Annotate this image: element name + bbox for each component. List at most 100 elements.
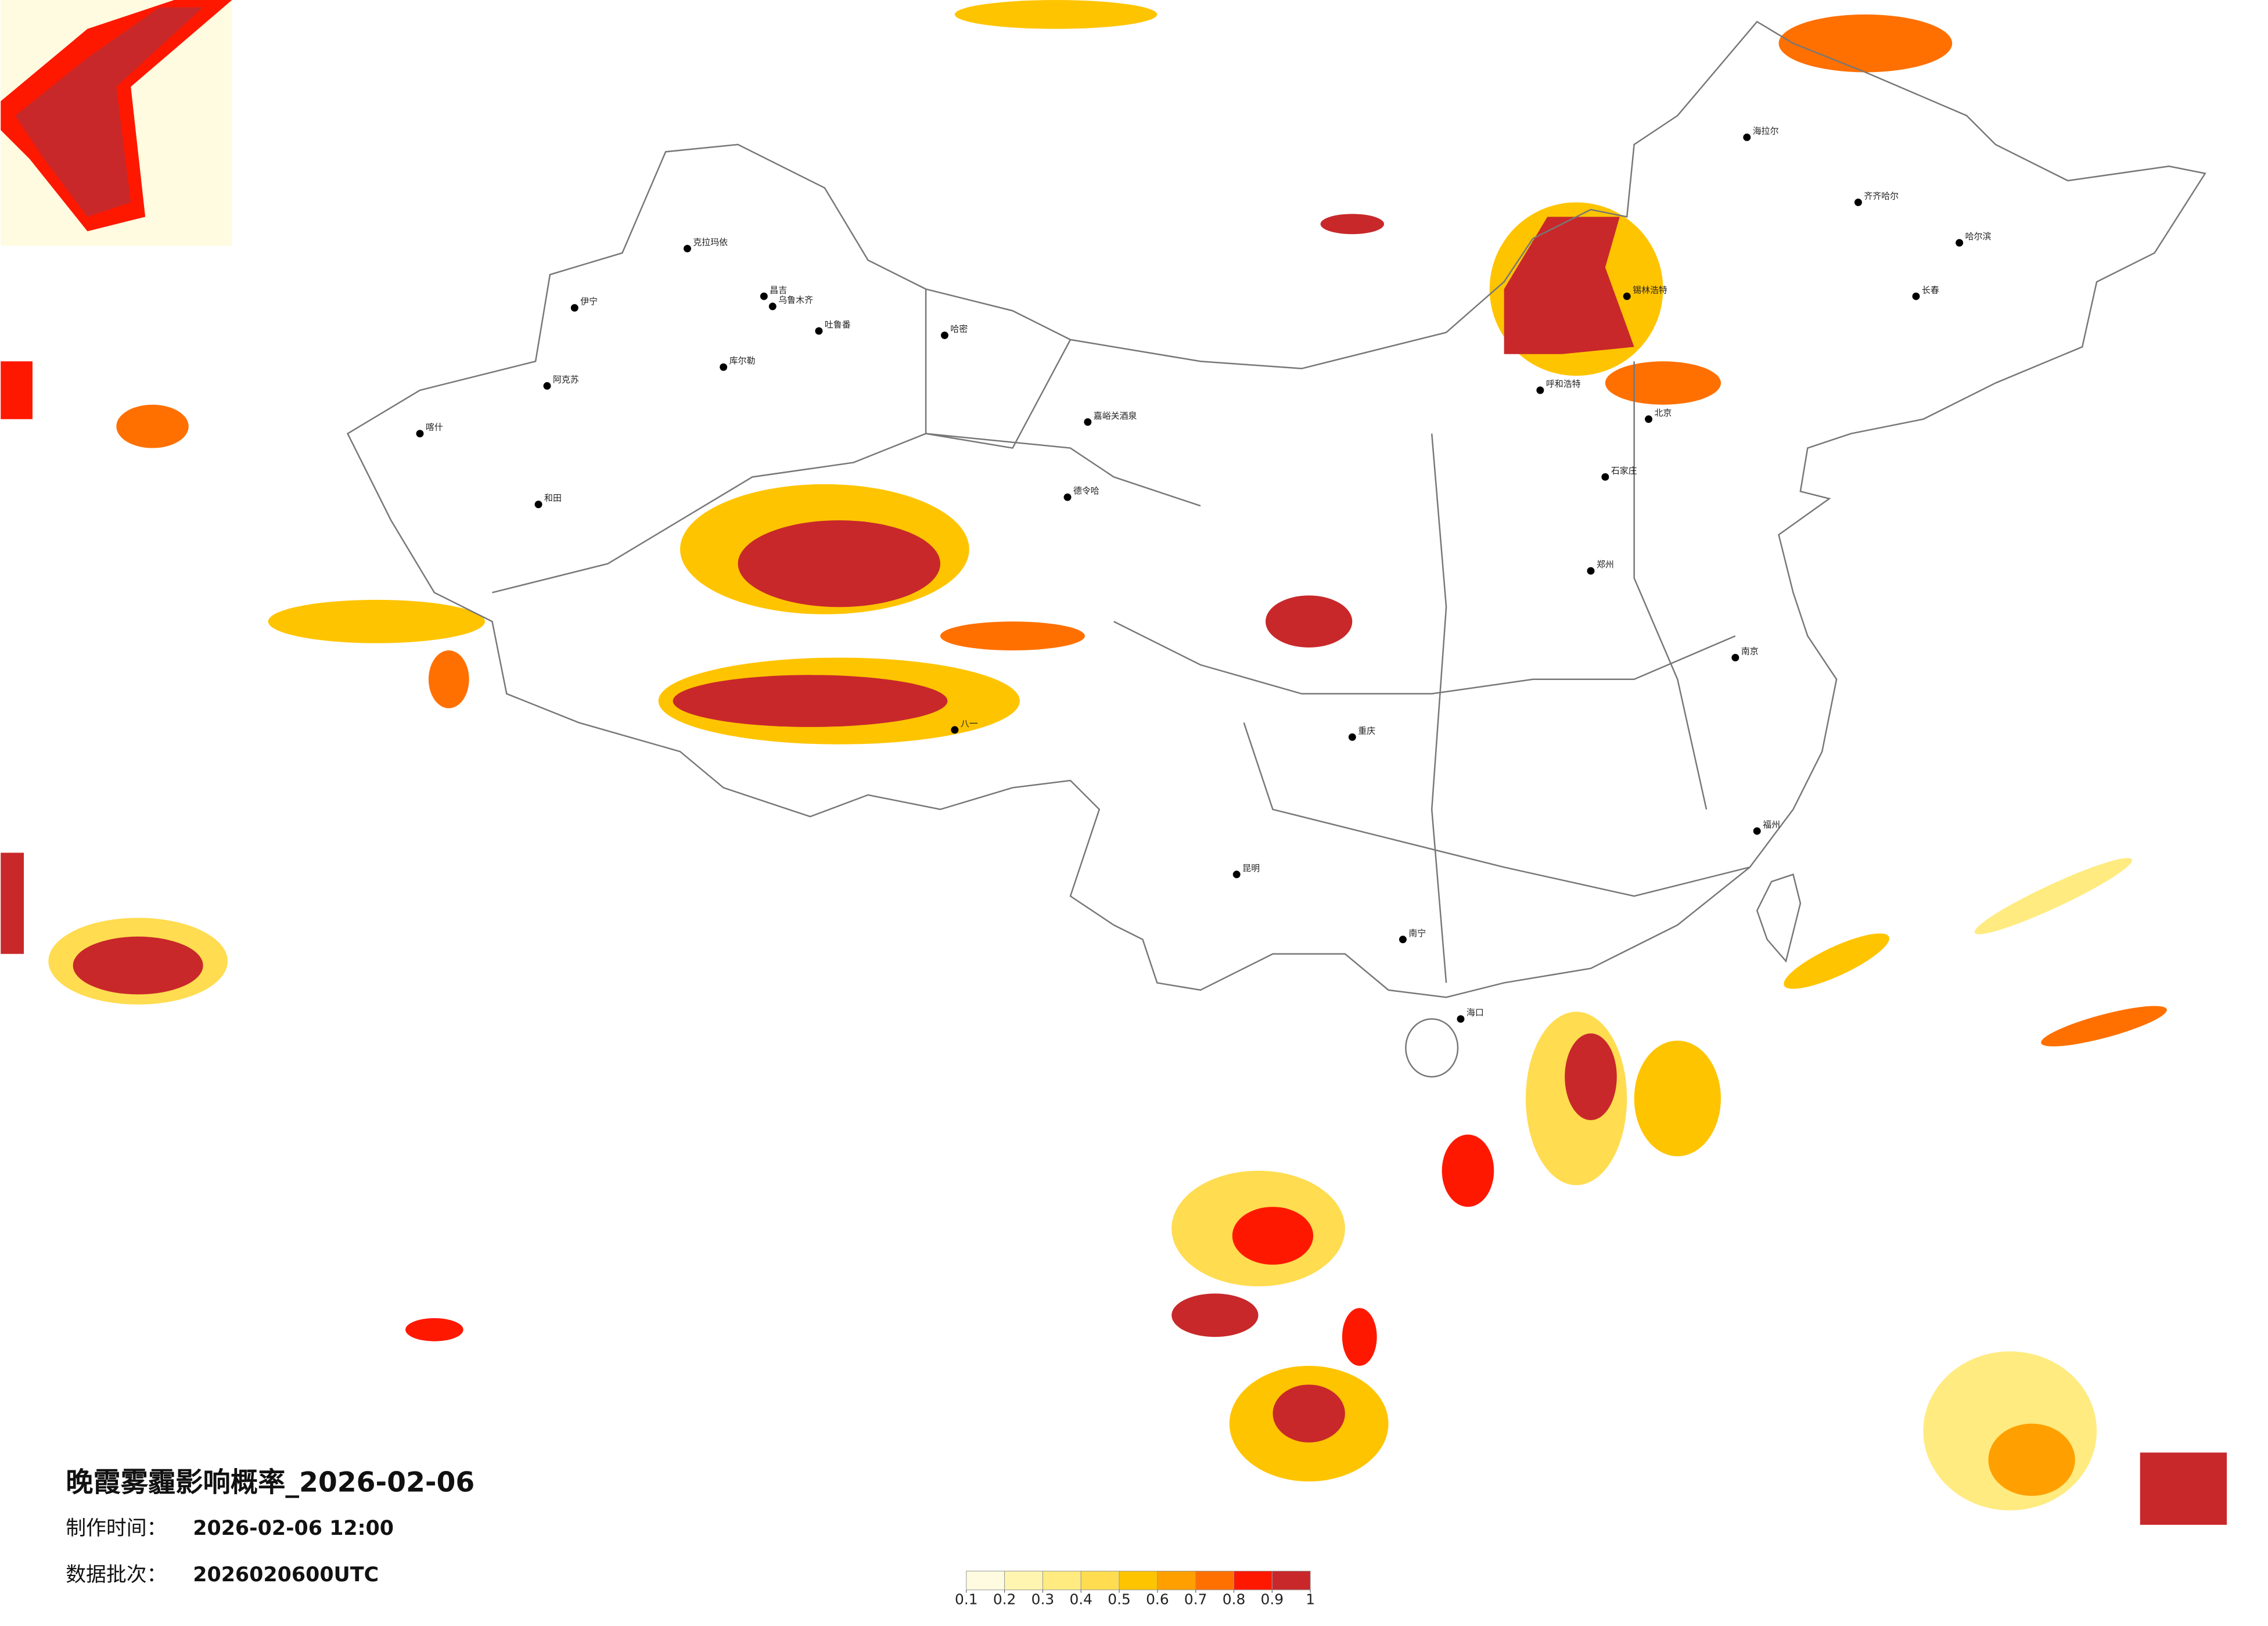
city-dot xyxy=(683,244,691,253)
colorbar-label: 0.2 xyxy=(993,1591,1016,1608)
city-dot xyxy=(951,726,959,734)
hainan xyxy=(1405,1018,1459,1078)
city-label: 哈密 xyxy=(950,323,968,334)
city-label: 克拉玛依 xyxy=(693,237,728,247)
field-cell xyxy=(1605,361,1721,405)
city-label: 齐齐哈尔 xyxy=(1864,190,1899,201)
city-label: 石家庄 xyxy=(1611,465,1637,476)
field-cell xyxy=(2041,1006,2167,1046)
colorbar: 0.1 0.2 0.3 0.4 0.5 0.6 0.7 0.8 0.9 1 xyxy=(955,1570,1315,1608)
colorbar-label: 0.3 xyxy=(1031,1591,1055,1608)
city-label: 福州 xyxy=(1763,819,1780,830)
province-line xyxy=(1113,621,1736,695)
city-dot xyxy=(1731,653,1739,661)
city-dot xyxy=(1232,870,1241,879)
colorbar-label: 0.9 xyxy=(1261,1591,1284,1608)
city-dot xyxy=(570,304,578,312)
field-cell xyxy=(738,520,940,607)
city-dot xyxy=(416,430,424,438)
colorbar-label: 0.5 xyxy=(1108,1591,1131,1608)
city-dot xyxy=(1854,198,1862,206)
city-label: 北京 xyxy=(1655,408,1672,418)
city-dot xyxy=(940,331,948,339)
city-dot xyxy=(1645,415,1653,423)
city-label: 库尔勒 xyxy=(729,355,756,366)
colorbar-box xyxy=(1080,1570,1120,1591)
field-cell xyxy=(1565,1033,1617,1120)
city-dot xyxy=(1743,133,1751,141)
city-label: 海拉尔 xyxy=(1753,125,1779,136)
city-label: 德令哈 xyxy=(1073,485,1099,496)
city-label: 长春 xyxy=(1922,285,1939,295)
field-cell xyxy=(1320,214,1385,235)
field-cell xyxy=(673,675,948,727)
colorbar-box xyxy=(1119,1570,1158,1591)
borders xyxy=(346,20,2206,1078)
city-dot xyxy=(1063,493,1072,501)
city-label: 重庆 xyxy=(1358,725,1375,736)
city-dot xyxy=(1623,292,1631,300)
city-label: 阿克苏 xyxy=(553,375,579,385)
colorbar-box xyxy=(966,1570,1005,1591)
field-cell xyxy=(954,0,1158,29)
colorbar-label: 0.8 xyxy=(1223,1591,1246,1608)
city-label: 南京 xyxy=(1741,646,1759,656)
field-cell xyxy=(1784,933,1889,989)
colorbar-label: 0.6 xyxy=(1146,1591,1169,1608)
city-label: 郑州 xyxy=(1597,559,1614,570)
city-label: 哈尔滨 xyxy=(1965,231,1992,242)
field-cell xyxy=(268,599,485,643)
city-dot xyxy=(1912,292,1920,300)
field-cell xyxy=(1988,1423,2075,1496)
city-dot xyxy=(1399,936,1407,944)
province-line xyxy=(1430,433,1447,983)
field-cell xyxy=(1,852,24,954)
city-dot xyxy=(543,382,551,390)
probability-field xyxy=(1,0,2227,1525)
field-cell xyxy=(116,404,189,448)
city-label: 昆明 xyxy=(1242,863,1260,873)
city-dot xyxy=(534,501,542,509)
info-label: 数据批次： xyxy=(66,1563,167,1587)
city-label: 乌鲁木齐 xyxy=(778,295,813,305)
field-cell xyxy=(2140,1452,2227,1525)
colorbar-label: 1 xyxy=(1306,1591,1315,1608)
city-label: 伊宁 xyxy=(580,296,598,307)
city-dot xyxy=(760,292,768,300)
colorbar-label: 0.1 xyxy=(955,1591,978,1608)
city-dot xyxy=(1956,239,1964,247)
field-cell xyxy=(405,1318,463,1341)
field-cell xyxy=(1265,595,1353,648)
city-dot xyxy=(1457,1015,1465,1023)
field-cell xyxy=(1778,14,1953,73)
city-label: 嘉峪关酒泉 xyxy=(1094,411,1137,421)
field-cell xyxy=(1,361,33,419)
field-cell xyxy=(1342,1308,1377,1366)
colorbar-label: 0.7 xyxy=(1184,1591,1207,1608)
info-label: 制作时间： xyxy=(66,1517,167,1540)
city-dot xyxy=(1587,567,1595,575)
city-label: 海口 xyxy=(1467,1008,1484,1018)
colorbar-box xyxy=(1004,1570,1043,1591)
city-dot xyxy=(1753,827,1761,835)
colorbar-box xyxy=(1042,1570,1081,1591)
city-dot xyxy=(720,363,728,371)
colorbar-box xyxy=(1234,1570,1273,1591)
city-label: 锡林浩特 xyxy=(1633,285,1667,295)
field-cell xyxy=(1974,858,2133,934)
city-dot xyxy=(1084,418,1092,426)
taiwan xyxy=(1756,873,1802,963)
field-cell xyxy=(15,7,203,217)
province-line xyxy=(1243,722,1751,897)
city-label: 昌吉 xyxy=(770,285,787,295)
field-cell xyxy=(1232,1207,1314,1265)
city-dot xyxy=(1536,386,1544,394)
province-line xyxy=(492,433,1201,593)
field-cell xyxy=(1171,1293,1259,1337)
colorbar-box xyxy=(1157,1570,1196,1591)
city-dot xyxy=(1601,473,1609,481)
